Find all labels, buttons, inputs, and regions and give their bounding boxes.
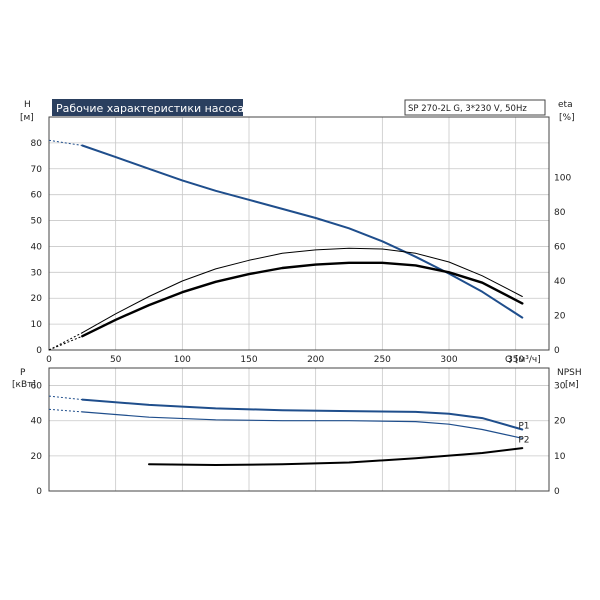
y-right-label-npsh: NPSH: [557, 368, 582, 378]
x-tick-label: 300: [440, 355, 457, 365]
x-tick-label: 350: [507, 355, 524, 365]
chart-panel-2: 0 20 40 60 0 10 20 30 P1 P2: [31, 367, 566, 497]
y-right-tick-label: 40: [554, 277, 566, 287]
series-dashed-extension: [48, 408, 83, 413]
y-left-unit-h: [м]: [20, 113, 34, 123]
y-left-tick-label: 10: [31, 320, 43, 330]
y-left-tick-label: 30: [31, 268, 43, 278]
y-left-tick-label: 20: [31, 452, 43, 462]
x-tick-label: 50: [110, 355, 122, 365]
y-right-tick-label: 100: [554, 173, 571, 183]
x-tick-label: 250: [374, 355, 391, 365]
chart-panel-1: 0 50 100 150 200 250 300 350 0 10 20 30 40 50 60 70 80 0 2…: [31, 116, 571, 365]
series-dashed-extension: [48, 395, 83, 401]
x-axis-label-q: Q [м³/ч]: [505, 355, 541, 365]
y-right-tick-label: 20: [554, 417, 566, 427]
series-line-2: [81, 247, 523, 334]
x-tick-label: 150: [240, 355, 257, 365]
series-line-p1: [81, 398, 524, 431]
y-left-tick-label: 40: [31, 417, 43, 427]
y-left-unit-p: [кВт]: [12, 380, 36, 390]
y-left-tick-label: 40: [31, 242, 43, 252]
y-left-tick-label: 20: [31, 294, 43, 304]
y-right-tick-label: 0: [554, 487, 560, 497]
y-right-tick-label: 30: [554, 382, 566, 392]
series-dashed-extension: [48, 335, 83, 351]
series-label-p1: P1: [518, 422, 529, 432]
y-right-unit-npsh: [м]: [565, 380, 579, 390]
y-right-tick-label: 60: [554, 242, 566, 252]
x-tick-label: 200: [307, 355, 324, 365]
series-label-p2: P2: [518, 435, 529, 445]
y-right-tick-label: 20: [554, 311, 566, 321]
x-tick-label: 100: [174, 355, 191, 365]
title-box: [52, 99, 243, 116]
y-right-label-eta: eta: [558, 100, 573, 110]
y-right-tick-label: 0: [554, 346, 560, 356]
series-line-3: [148, 447, 524, 466]
y-right-unit-eta: [%]: [559, 113, 575, 123]
y-left-tick-label: 80: [31, 139, 43, 149]
y-left-tick-label: 50: [31, 217, 43, 227]
y-left-tick-label: 60: [31, 382, 43, 392]
y-left-tick-label: 70: [31, 165, 43, 175]
subtitle-box: [404, 99, 546, 116]
y-left-tick-label: 60: [31, 191, 43, 201]
plot-frame: [48, 367, 550, 492]
x-tick-label: 0: [46, 355, 52, 365]
y-right-tick-label: 80: [554, 208, 566, 218]
plot-frame: [48, 116, 550, 351]
series-line-1: [81, 144, 524, 319]
y-right-tick-label: 10: [554, 452, 566, 462]
chart-subtitle: SP 270-2L G, 3*230 V, 50Hz: [408, 104, 527, 114]
y-left-tick-label: 0: [36, 487, 42, 497]
series-line-3: [81, 261, 524, 338]
chart-title: Рабочие характеристики насоса: [56, 102, 244, 115]
series-dashed-extension: [48, 139, 83, 146]
y-left-tick-label: 0: [36, 346, 42, 356]
y-left-label-p: P: [20, 368, 26, 378]
y-left-label-h: H: [24, 100, 31, 110]
series-line-p2: [81, 411, 523, 439]
